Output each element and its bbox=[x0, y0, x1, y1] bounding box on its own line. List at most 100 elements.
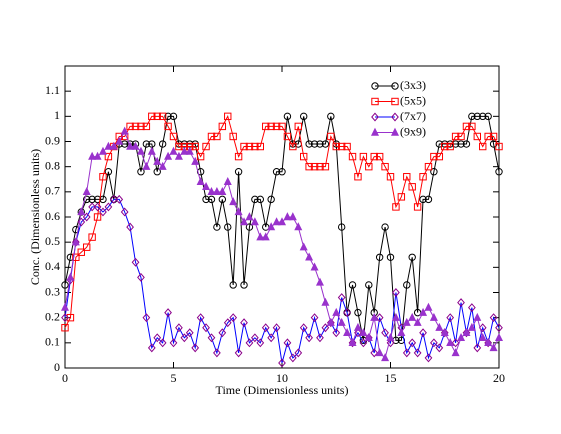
marker bbox=[82, 212, 91, 222]
marker bbox=[115, 194, 124, 204]
marker bbox=[164, 308, 172, 318]
marker bbox=[457, 298, 465, 308]
marker bbox=[462, 327, 471, 336]
marker bbox=[88, 233, 96, 241]
y-tick-label: 1.1 bbox=[45, 83, 60, 97]
marker bbox=[337, 223, 346, 231]
marker bbox=[484, 112, 492, 121]
marker bbox=[185, 328, 194, 338]
marker bbox=[250, 217, 259, 226]
marker bbox=[251, 195, 259, 204]
marker bbox=[147, 343, 156, 353]
marker bbox=[164, 151, 173, 160]
marker bbox=[391, 82, 399, 90]
marker bbox=[435, 140, 444, 148]
marker bbox=[310, 262, 319, 271]
marker bbox=[489, 132, 498, 141]
y-tick-label: 0.7 bbox=[45, 184, 60, 198]
marker bbox=[321, 140, 330, 148]
marker bbox=[484, 338, 493, 348]
marker bbox=[71, 237, 80, 246]
marker bbox=[413, 203, 422, 211]
marker bbox=[321, 162, 330, 171]
marker bbox=[365, 162, 373, 171]
marker bbox=[240, 142, 248, 151]
marker bbox=[386, 173, 395, 181]
marker bbox=[83, 243, 91, 251]
marker bbox=[120, 126, 129, 135]
marker bbox=[229, 132, 237, 141]
marker bbox=[315, 277, 324, 286]
marker bbox=[371, 112, 379, 122]
marker bbox=[245, 212, 254, 221]
marker bbox=[261, 323, 270, 333]
marker bbox=[256, 142, 265, 151]
marker bbox=[451, 348, 460, 357]
marker bbox=[375, 313, 384, 323]
marker bbox=[120, 207, 129, 217]
marker bbox=[251, 142, 259, 151]
marker bbox=[191, 156, 200, 165]
marker bbox=[348, 281, 357, 289]
marker bbox=[229, 313, 238, 323]
marker bbox=[381, 353, 390, 362]
marker bbox=[391, 97, 399, 106]
marker bbox=[365, 281, 373, 289]
marker bbox=[397, 193, 406, 201]
marker bbox=[403, 281, 411, 289]
marker bbox=[430, 338, 438, 348]
marker bbox=[468, 303, 476, 313]
marker bbox=[316, 333, 324, 343]
marker bbox=[408, 253, 416, 261]
marker bbox=[478, 323, 487, 333]
marker bbox=[446, 313, 455, 323]
marker bbox=[370, 152, 378, 161]
marker bbox=[354, 328, 362, 338]
x-tick-label: 15 bbox=[385, 371, 397, 385]
marker bbox=[305, 333, 313, 343]
marker bbox=[202, 323, 210, 333]
marker bbox=[359, 327, 368, 336]
marker bbox=[473, 112, 481, 121]
marker bbox=[424, 353, 433, 363]
marker bbox=[267, 122, 275, 131]
marker bbox=[77, 217, 86, 227]
marker bbox=[126, 122, 134, 131]
marker bbox=[430, 168, 438, 176]
marker bbox=[305, 140, 313, 148]
marker bbox=[424, 302, 433, 311]
marker bbox=[468, 112, 476, 121]
marker bbox=[207, 187, 216, 196]
marker bbox=[234, 168, 243, 176]
marker bbox=[413, 348, 422, 358]
marker bbox=[332, 328, 341, 338]
y-tick-label: 0.6 bbox=[45, 209, 60, 223]
marker bbox=[169, 112, 178, 121]
marker bbox=[316, 162, 324, 171]
marker bbox=[402, 317, 411, 326]
marker bbox=[408, 338, 417, 348]
marker bbox=[495, 323, 503, 333]
marker bbox=[327, 132, 335, 141]
x-axis-label: Time (Dimensionless units) bbox=[216, 383, 349, 397]
marker bbox=[310, 162, 319, 171]
marker bbox=[419, 307, 428, 316]
marker bbox=[327, 112, 335, 121]
marker bbox=[343, 142, 351, 151]
marker bbox=[370, 127, 380, 136]
marker bbox=[354, 173, 362, 181]
marker bbox=[364, 333, 373, 343]
marker bbox=[104, 168, 113, 176]
marker bbox=[88, 202, 96, 212]
marker bbox=[419, 173, 427, 181]
marker bbox=[196, 176, 205, 185]
marker bbox=[457, 332, 466, 341]
marker bbox=[375, 348, 384, 357]
marker bbox=[283, 112, 292, 121]
marker bbox=[462, 140, 471, 148]
marker bbox=[457, 140, 465, 148]
marker bbox=[451, 140, 460, 148]
marker bbox=[142, 140, 151, 148]
marker bbox=[386, 332, 395, 341]
marker bbox=[419, 195, 427, 204]
